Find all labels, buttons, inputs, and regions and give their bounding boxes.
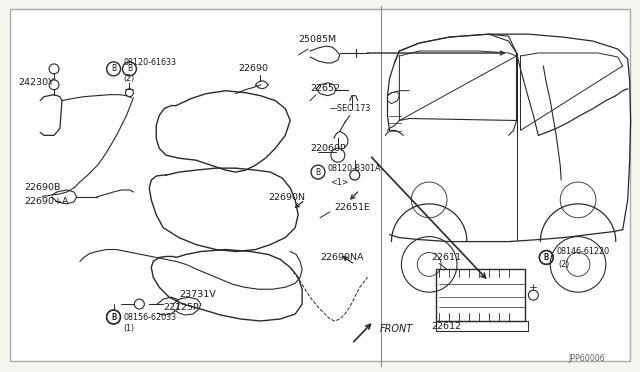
Text: 22060P: 22060P xyxy=(310,144,346,153)
Text: 08156-62033: 08156-62033 xyxy=(124,312,177,321)
Text: (1): (1) xyxy=(124,324,135,333)
Text: B: B xyxy=(544,253,549,262)
Text: 22125P: 22125P xyxy=(163,302,199,312)
Text: 22611: 22611 xyxy=(431,253,461,262)
Text: 22651E: 22651E xyxy=(334,203,370,212)
Text: B: B xyxy=(111,312,116,321)
Text: —SEC.173: —SEC.173 xyxy=(330,104,371,113)
Text: B: B xyxy=(111,312,116,321)
Text: JPP60006: JPP60006 xyxy=(568,354,605,363)
Text: 23731V: 23731V xyxy=(179,290,216,299)
Text: B: B xyxy=(316,168,321,177)
Bar xyxy=(436,269,525,321)
Text: 24230Y: 24230Y xyxy=(19,78,54,87)
Text: 08120-61633: 08120-61633 xyxy=(124,58,177,67)
Text: 22652: 22652 xyxy=(310,84,340,93)
Text: B: B xyxy=(111,64,116,73)
Text: B: B xyxy=(544,253,549,262)
Text: B: B xyxy=(127,64,132,73)
Text: (2): (2) xyxy=(124,74,135,83)
Text: 25085M: 25085M xyxy=(298,35,336,44)
Text: <1>: <1> xyxy=(330,177,348,186)
Text: 22690B: 22690B xyxy=(24,183,61,192)
Text: 22690N: 22690N xyxy=(268,193,305,202)
Text: 22690+A: 22690+A xyxy=(24,198,68,206)
Text: 08120-8301A: 08120-8301A xyxy=(328,164,381,173)
Text: (2): (2) xyxy=(558,260,570,269)
Text: 22690: 22690 xyxy=(239,64,269,73)
Bar xyxy=(436,321,529,331)
Text: FRONT: FRONT xyxy=(380,324,413,334)
Text: 08146-61220: 08146-61220 xyxy=(556,247,609,256)
Text: 22612: 22612 xyxy=(431,323,461,331)
Text: 22690NA: 22690NA xyxy=(320,253,364,262)
